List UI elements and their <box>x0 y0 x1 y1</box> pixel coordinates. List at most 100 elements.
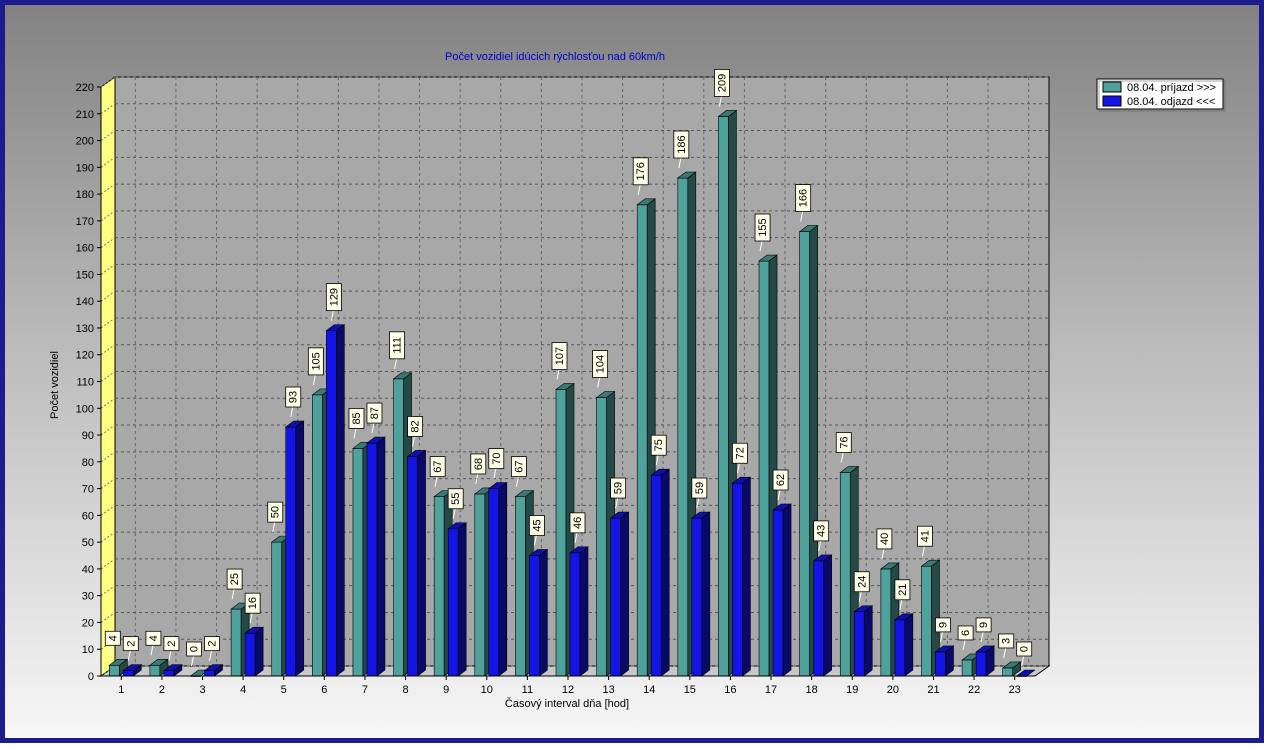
grid-line-side <box>100 344 116 356</box>
x-tick-label: 10 <box>481 684 493 696</box>
data-label-prijazd-13-text: 104 <box>595 355 607 373</box>
data-label-odjazd-20: 21 <box>894 579 911 610</box>
grid-line-side <box>100 451 116 463</box>
x-tick-label: 17 <box>765 684 777 696</box>
bar-prijazd-17-front <box>758 260 770 677</box>
bar-odjazd-15-front <box>691 517 703 677</box>
bar-odjazd-16-front <box>732 482 743 677</box>
bar-odjazd-2-top <box>163 664 183 671</box>
data-label-odjazd-5: 93 <box>285 386 302 418</box>
x-tick-label: 21 <box>927 684 939 696</box>
data-label-odjazd-23: 0 <box>1016 641 1033 667</box>
bar-odjazd-6-top <box>325 324 346 331</box>
grid-line-side <box>100 183 116 195</box>
data-label-odjazd-20-text: 21 <box>897 584 909 596</box>
x-axis-ticks: 1 2 3 4 5 6 7 8 9 10 11 12 13 14 15 16 17 18 19 20 21 22 23 <box>101 675 1035 696</box>
bar-odjazd-18-top <box>812 554 833 562</box>
bar-odjazd-17 <box>772 503 792 677</box>
y-tick-label: 10 <box>82 644 94 656</box>
data-label-prijazd-5-text: 50 <box>270 506 282 518</box>
bar-odjazd-12-top <box>569 546 589 554</box>
x-tick-label: 1 <box>118 684 124 696</box>
data-label-prijazd-20-text: 40 <box>879 533 891 545</box>
data-label-prijazd-11-box <box>510 456 527 478</box>
bar-prijazd-2-top <box>149 658 169 666</box>
data-label-prijazd-15: 186 <box>673 130 690 169</box>
data-label-prijazd-5: 50 <box>267 501 284 533</box>
y-tick-label: 220 <box>76 82 94 94</box>
y-tick-label: 40 <box>82 564 94 576</box>
data-label-odjazd-7-box <box>366 402 383 424</box>
bar-odjazd-11-top <box>528 549 549 556</box>
bar-odjazd-5-top <box>284 420 305 428</box>
bar-odjazd-12-side <box>579 546 589 677</box>
data-label-odjazd-10-box <box>488 448 505 469</box>
data-label-prijazd-17-box <box>754 213 771 242</box>
bar-odjazd-9-side <box>457 522 467 677</box>
data-label-prijazd-16: 209 <box>714 69 730 107</box>
data-label-odjazd-18-box <box>813 520 830 542</box>
grid-line-side <box>100 156 116 168</box>
bar-odjazd-15-top <box>690 511 711 519</box>
legend-swatch-prijazd <box>1102 81 1122 93</box>
data-label-odjazd-16-text: 72 <box>734 447 746 459</box>
bar-odjazd-11 <box>528 548 549 677</box>
bar-prijazd-5-front <box>271 541 283 677</box>
bar-prijazd-8-top <box>392 372 413 380</box>
data-label-prijazd-2: 4 <box>145 630 162 656</box>
y-tick-label: 60 <box>82 510 94 522</box>
bar-prijazd-1 <box>108 658 129 677</box>
bar-odjazd-13-front <box>610 517 621 677</box>
data-label-odjazd-1-text: 2 <box>125 641 137 647</box>
legend: 08.04. príjazd >>> 08.04. odjazd <<< <box>1096 78 1226 112</box>
data-label-odjazd-10: 70 <box>488 448 505 479</box>
data-label-odjazd-12-box <box>569 512 586 534</box>
bar-odjazd-19 <box>853 605 874 677</box>
data-label-odjazd-1-box <box>122 636 139 652</box>
y-tick-label: 170 <box>76 216 94 228</box>
data-label-prijazd-6-box <box>307 347 324 376</box>
bar-odjazd-2-front <box>163 670 175 677</box>
y-axis-ticks: 0 10 20 30 40 50 60 70 80 90 100 110 120 130 140 150 160… <box>76 82 102 683</box>
data-label-prijazd-21-text: 41 <box>919 530 931 542</box>
x-tick-label: 19 <box>846 684 858 696</box>
bar-odjazd-1 <box>122 664 143 677</box>
bar-odjazd-8-side <box>417 449 426 677</box>
bar-odjazd-21-top <box>934 645 955 653</box>
data-label-prijazd-7: 85 <box>348 408 365 439</box>
data-label-prijazd-20: 40 <box>876 528 893 560</box>
data-label-odjazd-2-text: 2 <box>166 641 178 647</box>
data-label-prijazd-16-text: 209 <box>716 74 728 92</box>
data-label-odjazd-11: 45 <box>528 515 545 546</box>
bar-odjazd-18-front <box>813 560 824 677</box>
bar-odjazd-4 <box>244 626 265 677</box>
data-label-prijazd-19-box <box>835 432 852 453</box>
bar-odjazd-22 <box>975 645 995 677</box>
data-label-odjazd-3-text: 2 <box>207 641 219 647</box>
y-tick-label: 140 <box>76 296 94 308</box>
bar-prijazd-20-top <box>879 562 900 570</box>
data-label-prijazd-19-text: 76 <box>838 436 850 448</box>
data-label-odjazd-16: 72 <box>732 442 748 474</box>
data-label-odjazd-8-box <box>407 416 423 437</box>
bar-odjazd-19-front <box>853 611 865 677</box>
data-label-prijazd-3-box <box>186 641 202 657</box>
grid-line-side <box>100 210 116 222</box>
bar-prijazd-1-top <box>108 658 129 666</box>
data-label-prijazd-1-text: 4 <box>107 635 119 641</box>
data-label-odjazd-13-box <box>610 477 627 499</box>
data-label-odjazd-11-box <box>528 515 545 536</box>
data-label-prijazd-18: 166 <box>795 184 812 222</box>
bar-odjazd-18 <box>812 554 833 677</box>
x-tick-label: 7 <box>362 684 368 696</box>
data-label-prijazd-14-text: 176 <box>635 162 647 180</box>
data-label-odjazd-22: 9 <box>975 617 992 643</box>
grid-line-side <box>100 290 116 302</box>
chart-title: Počet vozidiel idúcich rýchlosťou nad 60… <box>445 51 665 63</box>
x-tick-label: 15 <box>684 684 696 696</box>
grid-line-side <box>100 531 116 543</box>
bar-prijazd-8-front <box>393 378 404 677</box>
y-tick-label: 180 <box>76 189 94 201</box>
y-tick-label: 110 <box>76 377 94 389</box>
y-tick-label: 120 <box>76 350 94 362</box>
